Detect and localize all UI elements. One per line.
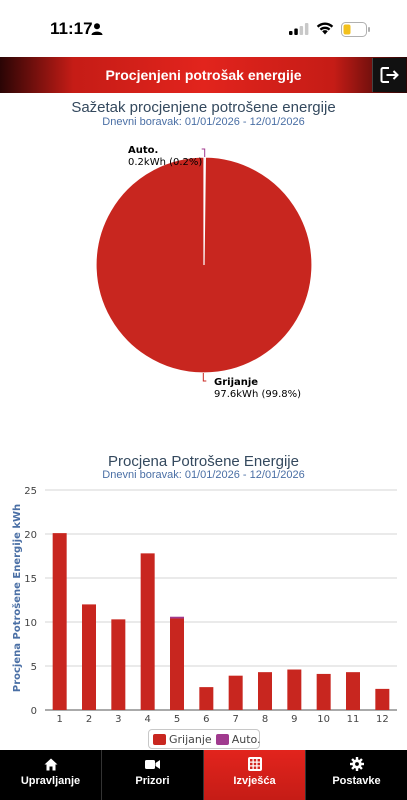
x-tick-label: 7 <box>232 714 238 725</box>
x-tick-label: 10 <box>317 714 330 725</box>
legend-swatch-grijanje <box>153 733 166 745</box>
grid-icon <box>247 757 262 771</box>
bar-grijanje-8[interactable] <box>258 672 272 710</box>
bottom-tab-bar: Upravljanje Prizori Izvješća <box>0 750 407 800</box>
pie-label-grijanje-name: Grijanje <box>214 377 259 388</box>
legend-swatch-auto <box>215 733 229 745</box>
x-tick-label: 2 <box>86 714 92 725</box>
bar-grijanje-10[interactable] <box>316 673 331 710</box>
person-icon <box>91 23 103 35</box>
pie-label-auto-name: Auto. <box>128 145 159 156</box>
tab-label-prizori: Prizori <box>135 775 170 787</box>
signal-icon <box>289 23 309 35</box>
gear-icon <box>349 757 364 771</box>
bar-grijanje-6[interactable] <box>199 687 214 710</box>
logout-button[interactable] <box>372 58 406 92</box>
tab-prizori[interactable]: Prizori <box>102 750 204 800</box>
bar-grijanje-12[interactable] <box>375 688 390 710</box>
battery-icon <box>341 22 370 37</box>
tab-izvjesca[interactable]: Izvješća <box>204 750 306 800</box>
legend-item-auto[interactable]: Auto. <box>215 732 261 746</box>
pie-slice-grijanje[interactable] <box>95 156 313 374</box>
bar-grijanje-3[interactable] <box>111 619 126 710</box>
pie-chart-subtitle: Dnevni boravak: 01/01/2026 - 12/01/2026 <box>102 116 305 128</box>
legend-label-auto: Auto. <box>231 732 261 746</box>
tab-upravljanje[interactable]: Upravljanje <box>0 750 102 800</box>
bar-grijanje-9[interactable] <box>287 669 302 710</box>
pie-connector-grijanje <box>202 372 207 382</box>
tab-postavke[interactable]: Postavke <box>306 750 407 800</box>
bar-chart-legend: Grijanje Auto. <box>148 729 261 749</box>
x-tick-label: 1 <box>56 714 62 725</box>
x-tick-label: 12 <box>376 714 389 725</box>
bar-chart-ylabel: Procjena Potrošene Energije kWh <box>11 504 23 692</box>
y-tick-label: 0 <box>31 706 37 717</box>
status-time: 11:17 <box>50 19 93 38</box>
bar-chart-subtitle: Dnevni boravak: 01/01/2026 - 12/01/2026 <box>102 469 305 481</box>
x-tick-label: 6 <box>203 714 209 725</box>
bar-chart-title: Procjena Potrošene Energije <box>108 453 299 470</box>
tab-label-upravljanje: Upravljanje <box>20 775 81 787</box>
x-tick-label: 9 <box>291 714 297 725</box>
legend-item-grijanje[interactable]: Grijanje <box>153 733 212 746</box>
x-tick-label: 11 <box>347 714 360 725</box>
logout-icon <box>380 67 399 83</box>
legend-label-grijanje: Grijanje <box>169 732 212 746</box>
pie-connector-auto <box>201 148 206 158</box>
y-tick-label: 20 <box>24 530 37 541</box>
y-tick-label: 15 <box>24 574 37 585</box>
home-icon <box>44 758 57 770</box>
bar-grijanje-2[interactable] <box>82 604 96 710</box>
tab-label-postavke: Postavke <box>332 775 381 787</box>
pie-label-grijanje-value: 97.6kWh (99.8%) <box>214 389 302 400</box>
x-tick-label: 3 <box>115 714 121 725</box>
pie-chart <box>95 148 313 382</box>
page-title: Procjenjeni potrošak energije <box>105 67 302 83</box>
app-header: Procjenjeni potrošak energije <box>0 57 407 93</box>
tab-label-izvjesca: Izvješća <box>233 775 276 787</box>
x-tick-label: 5 <box>174 714 180 725</box>
bar-auto-5[interactable] <box>170 616 184 619</box>
pie-label-auto-value: 0.2kWh (0.2%) <box>128 157 203 168</box>
bar-grijanje-4[interactable] <box>140 553 155 710</box>
bar-grijanje-7[interactable] <box>228 675 243 710</box>
wifi-icon <box>316 22 334 35</box>
y-tick-label: 10 <box>24 618 37 629</box>
bar-grijanje-1[interactable] <box>52 533 67 710</box>
y-tick-label: 5 <box>31 662 37 673</box>
y-tick-label: 25 <box>24 486 37 497</box>
bar-grijanje-5[interactable] <box>170 618 184 710</box>
x-tick-label: 8 <box>262 714 268 725</box>
video-camera-icon <box>145 759 160 769</box>
bar-chart: Procjena Potrošene Energije kWh 05101520… <box>11 486 397 725</box>
status-bar: 11:17 <box>0 0 407 56</box>
x-tick-label: 4 <box>144 714 150 725</box>
bar-grijanje-11[interactable] <box>346 672 360 710</box>
pie-chart-title: Sažetak procjenjene potrošene energije <box>71 99 336 116</box>
